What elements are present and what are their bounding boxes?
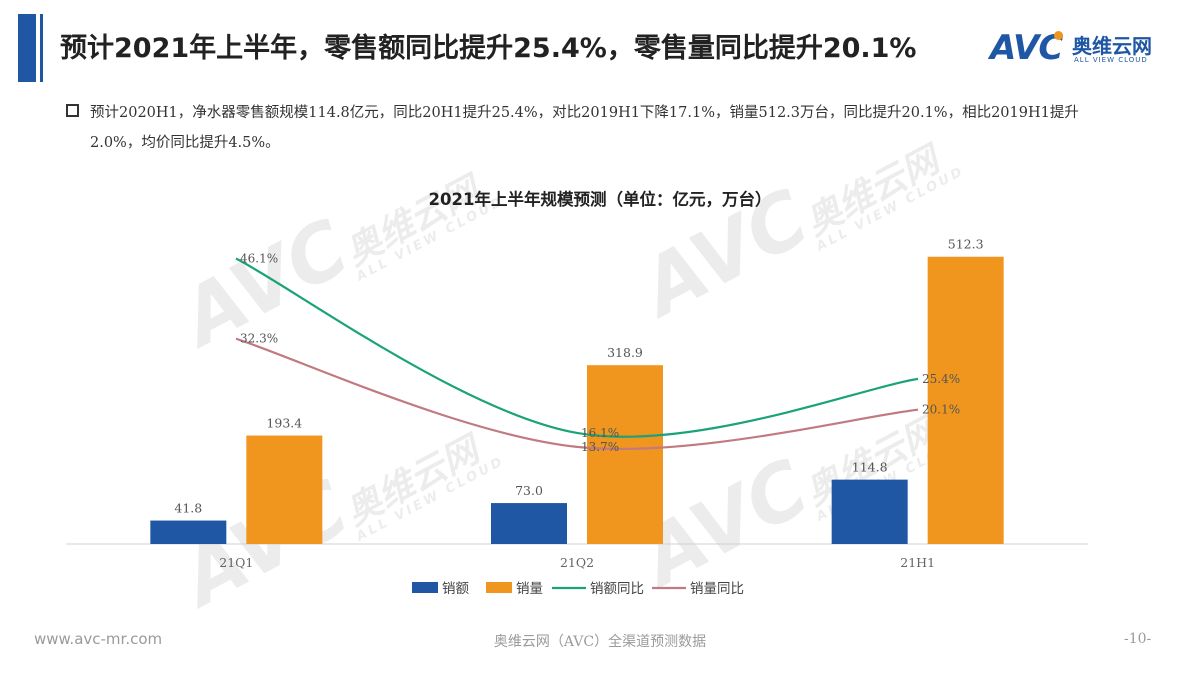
x-tick-label-21H1: 21H1: [900, 555, 935, 570]
bar-label-销量-21Q2: 318.9: [607, 345, 643, 360]
title-accent-bar: [18, 14, 36, 82]
legend-label-销量同比: 销量同比: [690, 581, 744, 597]
legend-label-销量: 销量: [516, 581, 543, 597]
bar-label-销量-21Q1: 193.4: [266, 416, 302, 431]
bar-销额-21Q2: [491, 503, 567, 544]
bar-销量-21H1: [927, 256, 1004, 544]
footer-source: 奥维云网（AVC）全渠道预测数据: [493, 634, 707, 650]
legend-swatch-销额: [412, 582, 438, 593]
page-number: -10-: [1124, 631, 1152, 647]
line-销额同比: [235, 257, 919, 438]
line-label-销量同比-21Q2: 13.7%: [581, 440, 619, 454]
legend-label-销额: 销额: [442, 581, 469, 597]
bar-销额-21H1: [831, 479, 908, 544]
footer-website: www.avc-mr.com: [34, 630, 163, 648]
line-label-销量同比-21H1: 20.1%: [922, 403, 960, 417]
legend-swatch-销量: [486, 582, 512, 593]
bar-销量-21Q2: [587, 365, 663, 544]
logo-avc-text: AVC: [990, 28, 1063, 68]
line-label-销量同比-21Q1: 32.3%: [240, 332, 278, 346]
title-accent-line: [40, 14, 43, 82]
bar-label-销额-21Q1: 41.8: [174, 501, 202, 516]
bar-label-销额-21Q2: 73.0: [515, 483, 543, 498]
logo-dot-icon: [1054, 31, 1063, 40]
legend-label-销额同比: 销额同比: [590, 581, 644, 597]
x-tick-label-21Q2: 21Q2: [560, 555, 594, 570]
bar-销量-21Q1: [246, 435, 323, 544]
line-label-销额同比-21Q2: 16.1%: [581, 426, 619, 440]
bar-label-销额-21H1: 114.8: [852, 460, 888, 475]
summary-text: 预计2020H1，净水器零售额规模114.8亿元，同比20H1提升25.4%，对…: [90, 105, 1079, 151]
logo-cn-text: 奥维云网: [1072, 34, 1152, 58]
x-tick-label-21Q1: 21Q1: [219, 555, 253, 570]
chart-title: 2021年上半年规模预测（单位：亿元，万台）: [428, 190, 772, 209]
page-title: 预计2021年上半年，零售额同比提升25.4%，零售量同比提升20.1%: [60, 33, 917, 64]
bar-销额-21Q1: [150, 520, 227, 544]
line-label-销额同比-21H1: 25.4%: [922, 372, 960, 386]
bullet-square-icon: [66, 104, 79, 117]
line-销量同比: [235, 337, 919, 451]
logo-en-text: ALL VIEW CLOUD: [1074, 56, 1148, 64]
avc-logo: AVC 奥维云网 ALL VIEW CLOUD: [990, 28, 1170, 70]
line-label-销额同比-21Q1: 46.1%: [240, 251, 278, 265]
bar-label-销量-21H1: 512.3: [948, 237, 984, 252]
